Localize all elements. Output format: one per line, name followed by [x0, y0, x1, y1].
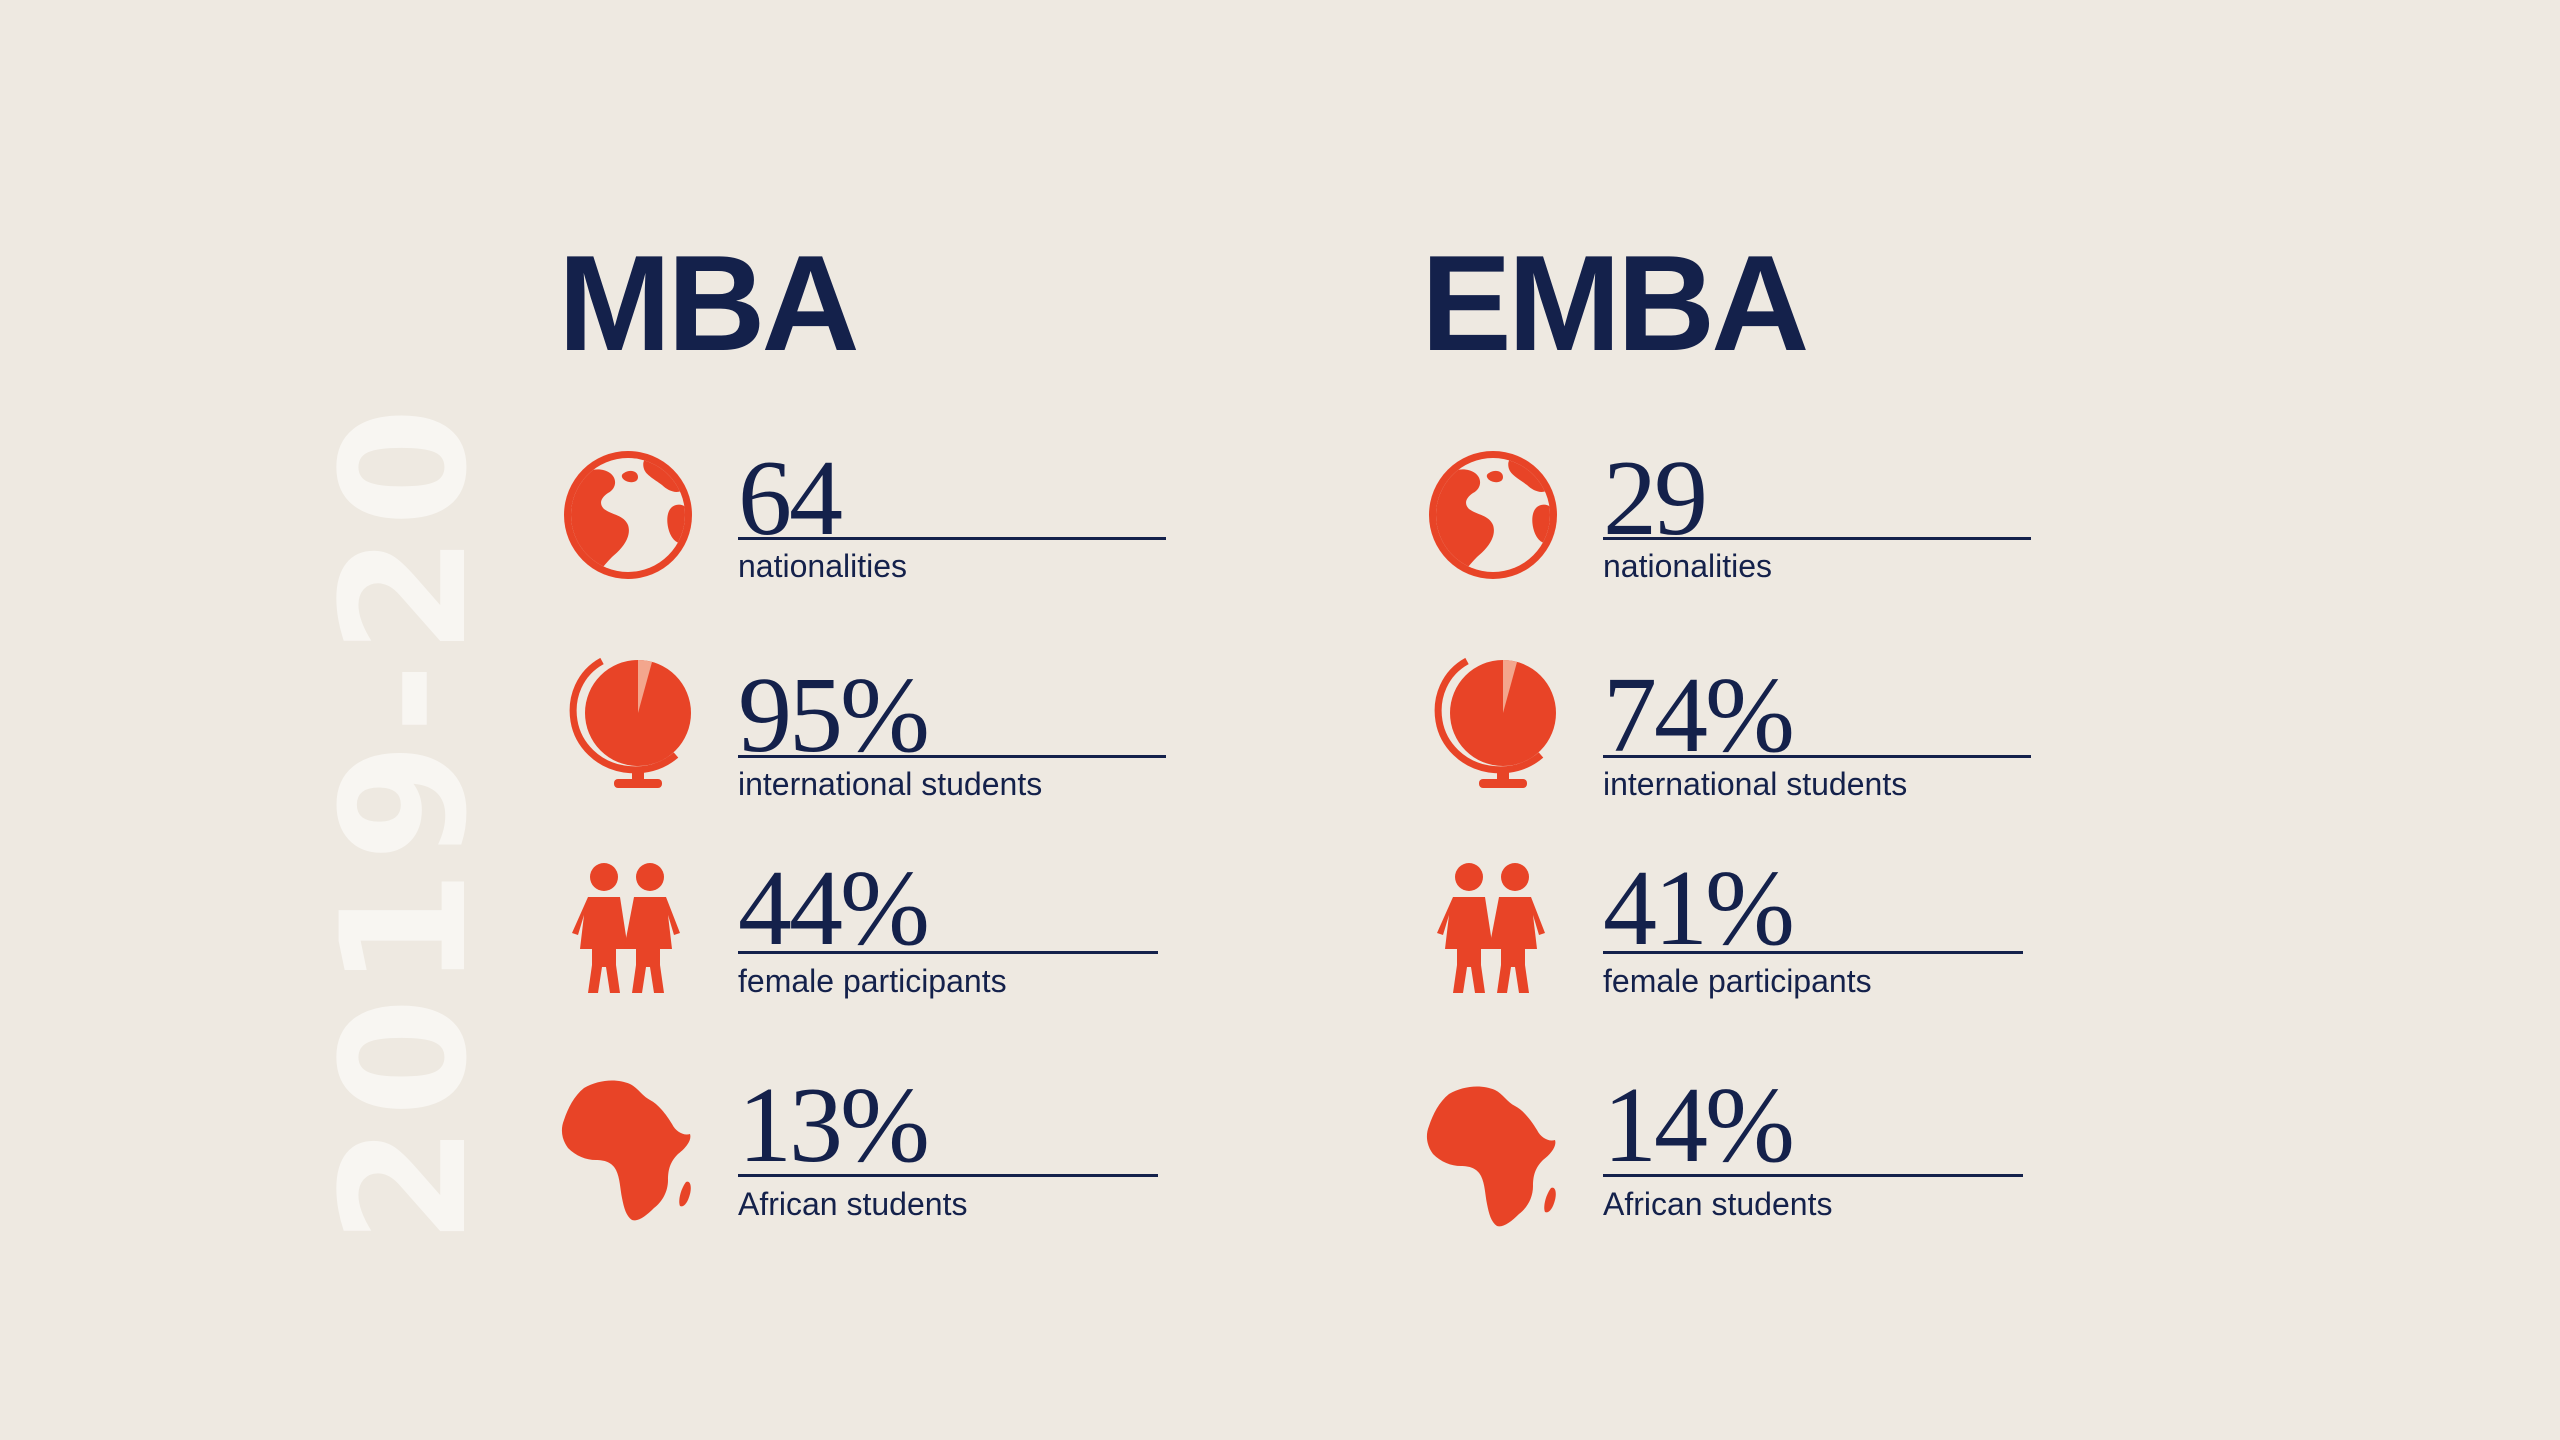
- divider: [1603, 951, 2023, 954]
- stat-label: African students: [1603, 1186, 1833, 1222]
- female-participants-icon: [1435, 855, 1547, 1015]
- divider: [1603, 1174, 2023, 1177]
- female-participants-icon: [570, 855, 682, 1015]
- stat-label: international students: [738, 766, 1043, 802]
- stat-label: nationalities: [1603, 548, 1772, 584]
- stat-label: female participants: [1603, 963, 1872, 999]
- divider: [738, 951, 1158, 954]
- desk-globe-pie-icon: [566, 655, 696, 795]
- divider: [738, 537, 1166, 540]
- stat-value: 13%: [738, 1066, 930, 1185]
- stat-label: international students: [1603, 766, 1908, 802]
- divider: [1603, 755, 2031, 758]
- africa-map-icon: [1423, 1080, 1563, 1230]
- divider: [738, 755, 1166, 758]
- divider: [738, 1174, 1158, 1177]
- mba-title: MBA: [558, 227, 860, 379]
- stat-value: 95%: [738, 656, 930, 775]
- stat-value: 29: [1603, 439, 1708, 558]
- stat-label: nationalities: [738, 548, 907, 584]
- stat-value: 14%: [1603, 1066, 1795, 1185]
- globe-world-icon: [558, 445, 698, 585]
- stat-value: 64: [738, 439, 843, 558]
- africa-map-icon: [558, 1074, 698, 1224]
- stat-label: female participants: [738, 963, 1007, 999]
- stat-value: 41%: [1603, 849, 1795, 968]
- divider: [1603, 537, 2031, 540]
- stat-value: 44%: [738, 849, 930, 968]
- globe-world-icon: [1423, 445, 1563, 585]
- desk-globe-pie-icon: [1431, 655, 1561, 795]
- emba-title: EMBA: [1421, 227, 1809, 379]
- year-watermark: 2019-20: [304, 399, 505, 1245]
- stat-value: 74%: [1603, 656, 1795, 775]
- stat-label: African students: [738, 1186, 968, 1222]
